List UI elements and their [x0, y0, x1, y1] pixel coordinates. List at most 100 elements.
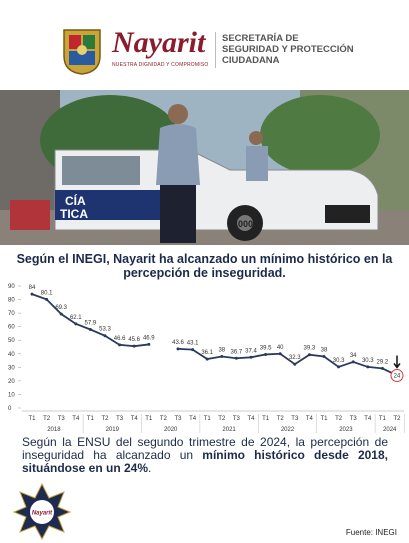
- headline: Según el INEGI, Nayarit ha alcanzado un …: [10, 252, 399, 280]
- secretaria-line: CIUDADANA: [222, 55, 354, 66]
- arrow: [394, 355, 400, 367]
- car-number: 0007: [238, 219, 258, 229]
- x-tick-label: T1: [204, 416, 212, 422]
- y-tick-label: 30: [8, 365, 15, 371]
- point: [45, 298, 48, 301]
- value-label: 57.9: [85, 321, 97, 327]
- x-tick-label: T3: [291, 416, 299, 422]
- badge-label: Nayarit: [32, 511, 53, 517]
- car-text: CÍA: [65, 193, 86, 208]
- x-tick-label: T1: [87, 416, 95, 422]
- secretaria-line: SEGURIDAD Y PROTECCIÓN: [222, 44, 354, 55]
- value-label: 62.1: [70, 315, 82, 321]
- x-tick-label: T4: [247, 416, 255, 422]
- x-tick-label: T2: [218, 416, 226, 422]
- car-text: TICA: [60, 207, 88, 221]
- y-tick-label: 50: [8, 338, 15, 344]
- point: [381, 367, 384, 370]
- point: [220, 355, 223, 358]
- point: [104, 334, 107, 337]
- point: [264, 353, 267, 356]
- x-tick-label: T1: [320, 416, 328, 422]
- x-tick-label: T4: [72, 416, 80, 422]
- point: [206, 358, 209, 361]
- year-label: 2024: [383, 427, 397, 433]
- year-label: 2020: [164, 427, 178, 433]
- x-tick-label: T1: [262, 416, 270, 422]
- value-label: 30.3: [362, 358, 374, 364]
- source: Fuente: INEGI: [346, 528, 397, 537]
- value-label: 46.6: [114, 336, 126, 342]
- point: [308, 353, 311, 356]
- point: [250, 356, 253, 359]
- value-label: 39.5: [260, 345, 272, 351]
- value-label: 29.2: [377, 359, 389, 365]
- x-tick-label: T2: [43, 416, 51, 422]
- point: [337, 365, 340, 368]
- point: [279, 352, 282, 355]
- page: {"header": {"brand": "Nayarit", "tagline…: [0, 0, 409, 543]
- point: [74, 322, 77, 325]
- x-tick-label: T3: [58, 416, 66, 422]
- value-label: 24: [394, 374, 401, 380]
- year-label: 2022: [281, 427, 295, 433]
- point: [133, 345, 136, 348]
- secretaria-line: SECRETARÍA DE: [222, 33, 354, 44]
- point: [366, 365, 369, 368]
- point: [118, 343, 121, 346]
- divider: [215, 32, 216, 68]
- x-tick-label: T3: [174, 416, 182, 422]
- value-label: 43.1: [187, 341, 199, 347]
- brand: Nayarit: [112, 26, 205, 60]
- point: [31, 293, 34, 296]
- value-label: 53.3: [99, 327, 111, 333]
- x-tick-label: T2: [335, 416, 343, 422]
- y-tick-label: 80: [8, 298, 15, 304]
- x-tick-label: T3: [350, 416, 358, 422]
- value-label: 36.1: [201, 350, 213, 356]
- secretaria: SECRETARÍA DE SEGURIDAD Y PROTECCIÓN CIU…: [222, 33, 354, 66]
- value-label: 38: [218, 347, 225, 353]
- coat-of-arms: [60, 26, 104, 76]
- point: [89, 328, 92, 331]
- y-tick-label: 20: [8, 379, 15, 385]
- value-label: 80.1: [41, 290, 53, 296]
- x-tick-label: T4: [189, 416, 197, 422]
- header: Nayarit NUESTRA DIGNIDAD Y COMPROMISO SE…: [0, 0, 409, 90]
- value-label: 40: [277, 345, 284, 351]
- value-label: 36.7: [231, 349, 243, 355]
- value-label: 69.3: [55, 305, 67, 311]
- value-label: 43.6: [172, 340, 184, 346]
- x-tick-label: T3: [116, 416, 124, 422]
- x-tick-label: T2: [393, 416, 401, 422]
- value-label: 37.4: [245, 348, 257, 354]
- year-label: 2018: [47, 427, 61, 433]
- x-tick-label: T2: [160, 416, 168, 422]
- y-tick-label: 40: [8, 352, 15, 358]
- value-label: 34: [350, 353, 357, 359]
- y-tick-label: 70: [8, 311, 15, 317]
- x-tick-label: T4: [131, 416, 139, 422]
- point: [191, 348, 194, 351]
- point: [293, 363, 296, 366]
- x-tick-label: T4: [306, 416, 314, 422]
- x-tick-label: T3: [233, 416, 241, 422]
- value-label: 45.6: [128, 337, 140, 343]
- y-tick-label: 0: [8, 406, 12, 412]
- value-label: 39.3: [304, 346, 316, 352]
- badge: Nayarit: [12, 482, 72, 540]
- text: .: [148, 461, 151, 475]
- point: [60, 313, 63, 316]
- y-tick-label: 10: [8, 392, 15, 398]
- value-label: 30.3: [333, 358, 345, 364]
- photo: CÍA TICA 0007: [0, 90, 409, 245]
- year-label: 2023: [339, 427, 353, 433]
- value-label: 46.9: [143, 335, 155, 341]
- x-tick-label: T4: [364, 416, 372, 422]
- point: [147, 343, 150, 346]
- value-label: 84: [29, 285, 36, 291]
- value-label: 32.3: [289, 355, 301, 361]
- body-text: Según la ENSU del segundo trimestre de 2…: [22, 436, 388, 475]
- x-tick-label: T1: [379, 416, 387, 422]
